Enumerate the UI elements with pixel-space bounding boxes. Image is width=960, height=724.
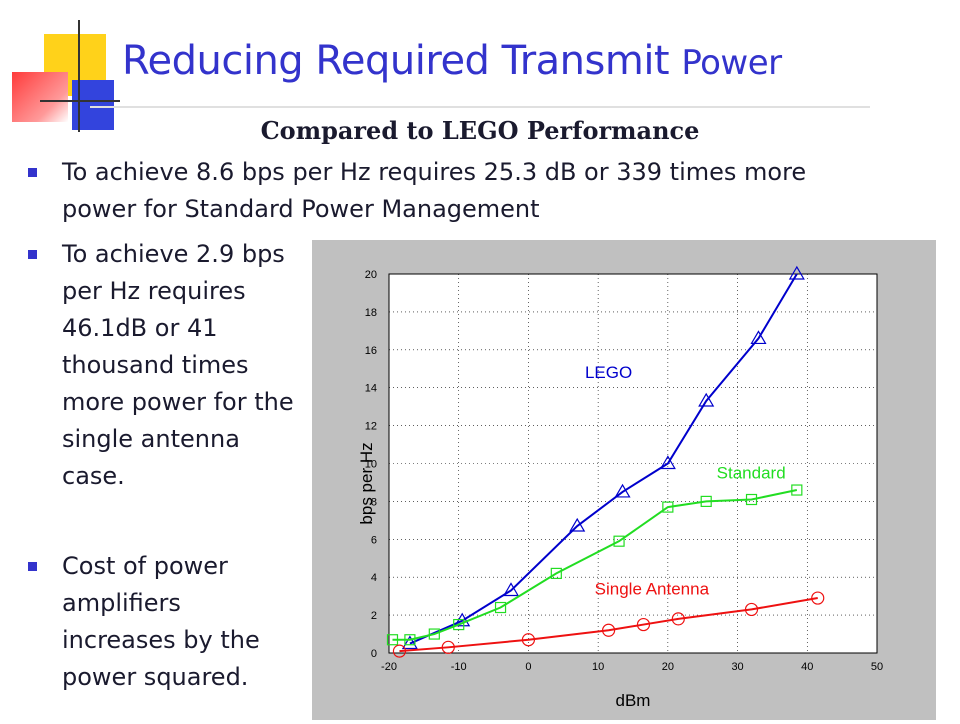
data-point-circle [671,612,685,626]
x-tick-label: -20 [381,661,397,673]
y-tick-label: 2 [371,610,377,622]
data-point-square [662,501,674,513]
bullet-item: To achieve 8.6 bps per Hz requires 25.3 … [28,154,862,228]
data-point-triangle [698,392,715,407]
series-line-standard [392,489,798,641]
data-point-circle [441,640,455,654]
data-point-square [453,618,465,631]
decorative-line-horizontal [40,100,120,102]
data-point-square [745,493,758,506]
y-tick-label: 12 [365,421,377,433]
data-point-circle [392,644,407,658]
data-point-triangle [569,517,586,532]
series-line-single-antenna [399,597,818,653]
bullet-text: Cost of power amplifiers increases by th… [62,552,260,691]
data-point-square [613,535,625,547]
y-tick-label: 6 [371,534,377,546]
data-point-circle [811,591,825,605]
data-point-square [386,634,399,646]
y-tick-label: 10 [365,459,377,471]
data-point-square [700,495,712,507]
y-tick-label: 18 [365,307,377,319]
data-point-triangle [614,483,631,498]
x-tick-label: -10 [451,661,467,673]
y-tick-label: 14 [365,383,377,395]
y-axis-label: bps per Hz [357,442,376,524]
bullet-marker-icon [28,562,37,571]
x-tick-label: 30 [731,661,743,673]
bullet-item: To achieve 2.9 bps per Hz requires 46.1d… [28,236,302,495]
series-line-lego [409,273,798,645]
decorative-square-red [12,72,68,122]
title-rule [90,106,870,108]
data-point-triangle [788,265,805,280]
x-tick-label: 50 [871,661,883,673]
x-tick-label: 10 [592,661,604,673]
y-tick-label: 16 [365,345,377,357]
data-point-circle [636,617,651,632]
y-tick-label: 8 [371,496,377,508]
data-point-circle [521,633,536,647]
data-point-circle [602,623,616,637]
y-tick-label: 0 [371,648,377,660]
series-label: Single Antenna [595,579,710,598]
data-point-triangle [401,635,418,650]
slide-title: Reducing Required Transmit Power [122,38,782,84]
data-point-triangle [659,455,676,470]
data-point-square [550,567,562,580]
x-axis-label: dBm [616,691,651,710]
plot-border [388,273,878,654]
data-point-square [791,484,803,496]
series-label: Standard [717,464,786,483]
bullet-text: To achieve 8.6 bps per Hz requires 25.3 … [62,158,807,223]
series-label: LEGO [585,363,632,382]
bullet-text: To achieve 2.9 bps per Hz requires 46.1d… [62,240,294,490]
chart-panel: -20 -10 0 10 20 30 40 50 0 2 4 6 8 10 12 14 16 18 20 LEGO St… [312,240,936,720]
data-point-triangle [502,582,520,597]
data-point-circle [744,602,759,617]
decorative-line-vertical [78,20,80,132]
bullet-marker-icon [28,250,37,259]
data-point-square [494,601,507,614]
x-tick-label: 40 [801,661,813,673]
bullet-item: Cost of power amplifiers increases by th… [28,548,302,696]
data-point-square [404,634,416,646]
y-tick-label: 20 [365,269,377,281]
line-chart: -20 -10 0 10 20 30 40 50 0 2 4 6 8 10 12 14 16 18 20 LEGO St… [357,265,883,710]
slide-subtitle: Compared to LEGO Performance [260,116,700,145]
bullet-marker-icon [28,168,37,177]
x-tick-label: 0 [525,661,531,673]
data-point-square [428,628,440,640]
data-point-triangle [750,330,767,345]
x-tick-label: 20 [662,661,674,673]
y-tick-label: 4 [371,572,377,584]
